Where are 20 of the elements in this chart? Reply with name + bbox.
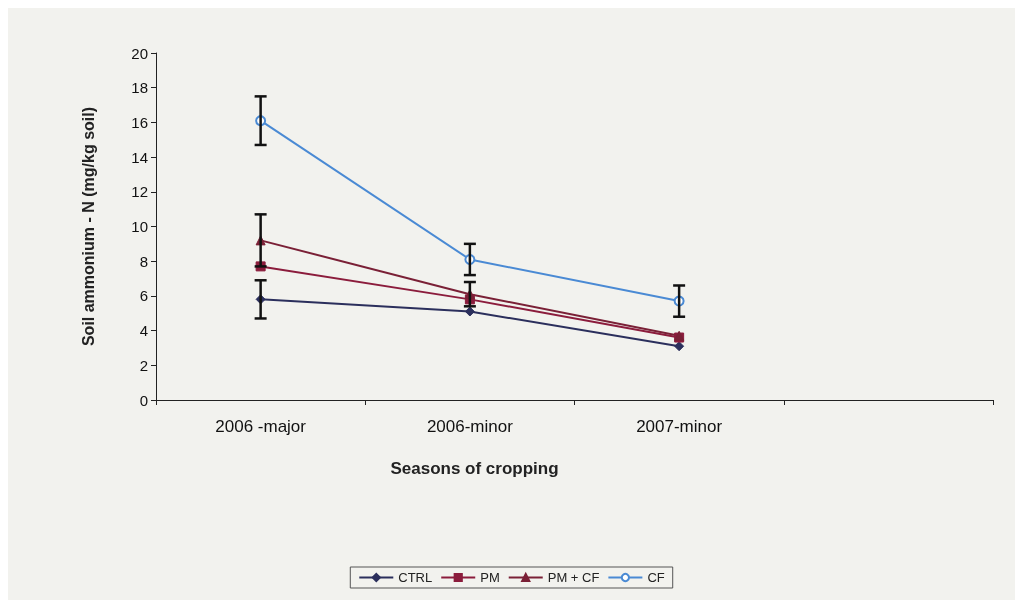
y-tick-label: 8	[139, 252, 148, 270]
y-tick-label: 6	[139, 287, 148, 305]
x-tick-label: 2006 -major	[215, 417, 307, 436]
y-tick-label: 12	[131, 183, 148, 201]
y-tick-label: 14	[131, 148, 148, 166]
y-tick-label: 20	[131, 44, 148, 62]
legend-label: PM + CF	[547, 570, 600, 585]
x-tick-label: 2007-minor	[636, 417, 723, 436]
y-tick-label: 10	[131, 218, 148, 235]
y-tick-label: 4	[139, 322, 148, 340]
y-tick-label: 18	[131, 79, 148, 97]
y-tick-label: 0	[139, 391, 148, 409]
y-axis-title: Soil ammonium - N (mg/kg soil)	[79, 106, 97, 347]
y-tick-label: 2	[139, 356, 148, 374]
legend-label: CF	[647, 570, 665, 585]
legend-label: PM	[480, 570, 500, 585]
x-tick-label: 2006-minor	[426, 417, 514, 436]
legend-label: CTRL	[398, 570, 433, 585]
y-tick-label: 16	[131, 113, 148, 131]
x-axis-title: Seasons of cropping	[390, 459, 559, 478]
